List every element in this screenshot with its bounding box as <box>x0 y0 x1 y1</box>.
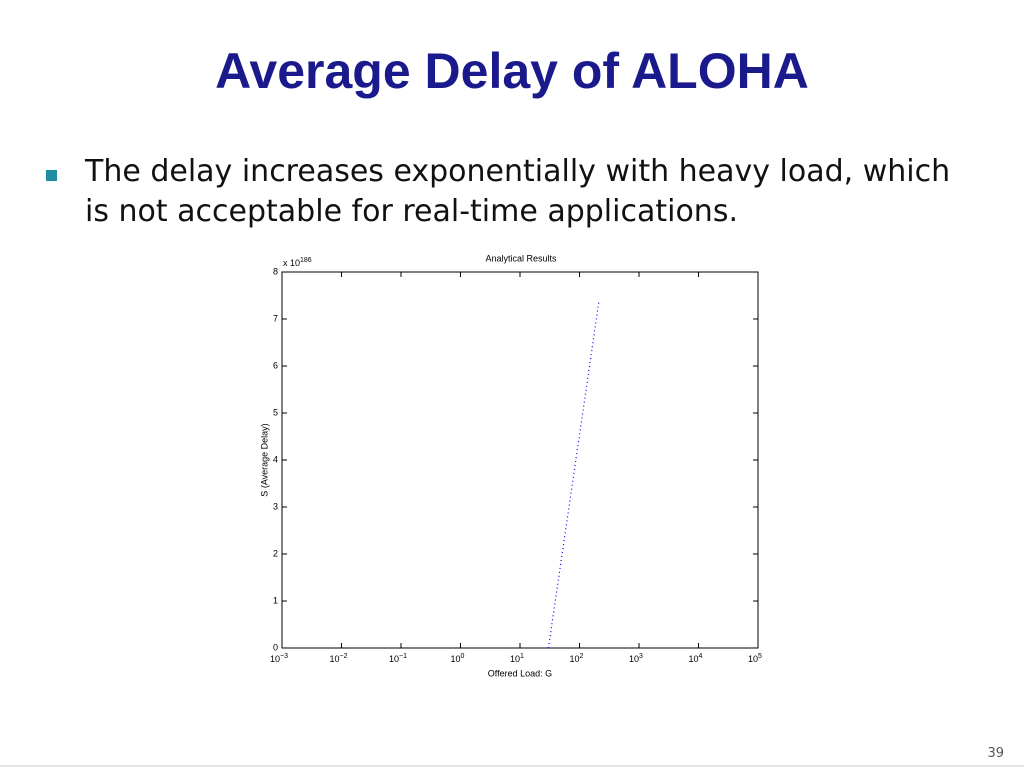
x-tick-base: 10 <box>748 654 758 664</box>
bullet-text: The delay increases exponentially with h… <box>85 154 951 229</box>
y-tick-label: 6 <box>273 360 278 370</box>
x-tick-exponent: −3 <box>280 653 288 660</box>
x-tick-base: 10 <box>270 654 280 664</box>
x-tick-label: 10−1 <box>389 653 407 665</box>
x-tick-base: 10 <box>451 654 461 664</box>
x-tick-exponent: 4 <box>699 653 703 660</box>
footer-line <box>0 765 1024 767</box>
x-tick-base: 10 <box>330 654 340 664</box>
x-tick-label: 103 <box>629 653 643 665</box>
x-tick-label: 10−2 <box>330 653 348 665</box>
y-multiplier-exponent: 186 <box>300 257 312 264</box>
x-tick-exponent: 3 <box>639 653 643 660</box>
x-tick-label: 10−3 <box>270 653 288 665</box>
x-tick-label: 102 <box>570 653 584 665</box>
x-tick-label: 101 <box>510 653 524 665</box>
y-axis-label: S (Average Delay) <box>259 423 269 496</box>
x-tick-exponent: −1 <box>399 653 407 660</box>
x-tick-exponent: −2 <box>340 653 348 660</box>
y-tick-label: 4 <box>273 454 278 464</box>
y-tick-label: 5 <box>273 407 278 417</box>
slide-title: Average Delay of ALOHA <box>215 43 809 99</box>
y-multiplier: x 10186 <box>283 257 312 269</box>
x-tick-base: 10 <box>389 654 399 664</box>
y-multiplier-base: x 10 <box>283 258 300 268</box>
y-tick-label: 2 <box>273 548 278 558</box>
x-tick-base: 10 <box>510 654 520 664</box>
x-tick-label: 105 <box>748 653 762 665</box>
y-tick-label: 7 <box>273 313 278 323</box>
plot-frame <box>281 271 759 649</box>
data-line <box>547 300 600 649</box>
x-axis-label: Offered Load: G <box>488 668 552 678</box>
y-tick-label: 8 <box>273 266 278 276</box>
x-tick-exponent: 2 <box>580 653 584 660</box>
x-tick-base: 10 <box>629 654 639 664</box>
x-tick-exponent: 0 <box>461 653 465 660</box>
x-tick-exponent: 5 <box>758 653 762 660</box>
x-tick-base: 10 <box>689 654 699 664</box>
y-tick-label: 3 <box>273 501 278 511</box>
y-tick-label: 1 <box>273 595 278 605</box>
x-tick-exponent: 1 <box>520 653 524 660</box>
x-tick-base: 10 <box>570 654 580 664</box>
x-tick-label: 104 <box>689 653 703 665</box>
bullet-marker <box>46 170 57 181</box>
x-tick-label: 100 <box>451 653 465 665</box>
y-tick-label: 0 <box>273 642 278 652</box>
page-number: 39 <box>987 746 1004 761</box>
chart-title: Analytical Results <box>485 253 557 263</box>
